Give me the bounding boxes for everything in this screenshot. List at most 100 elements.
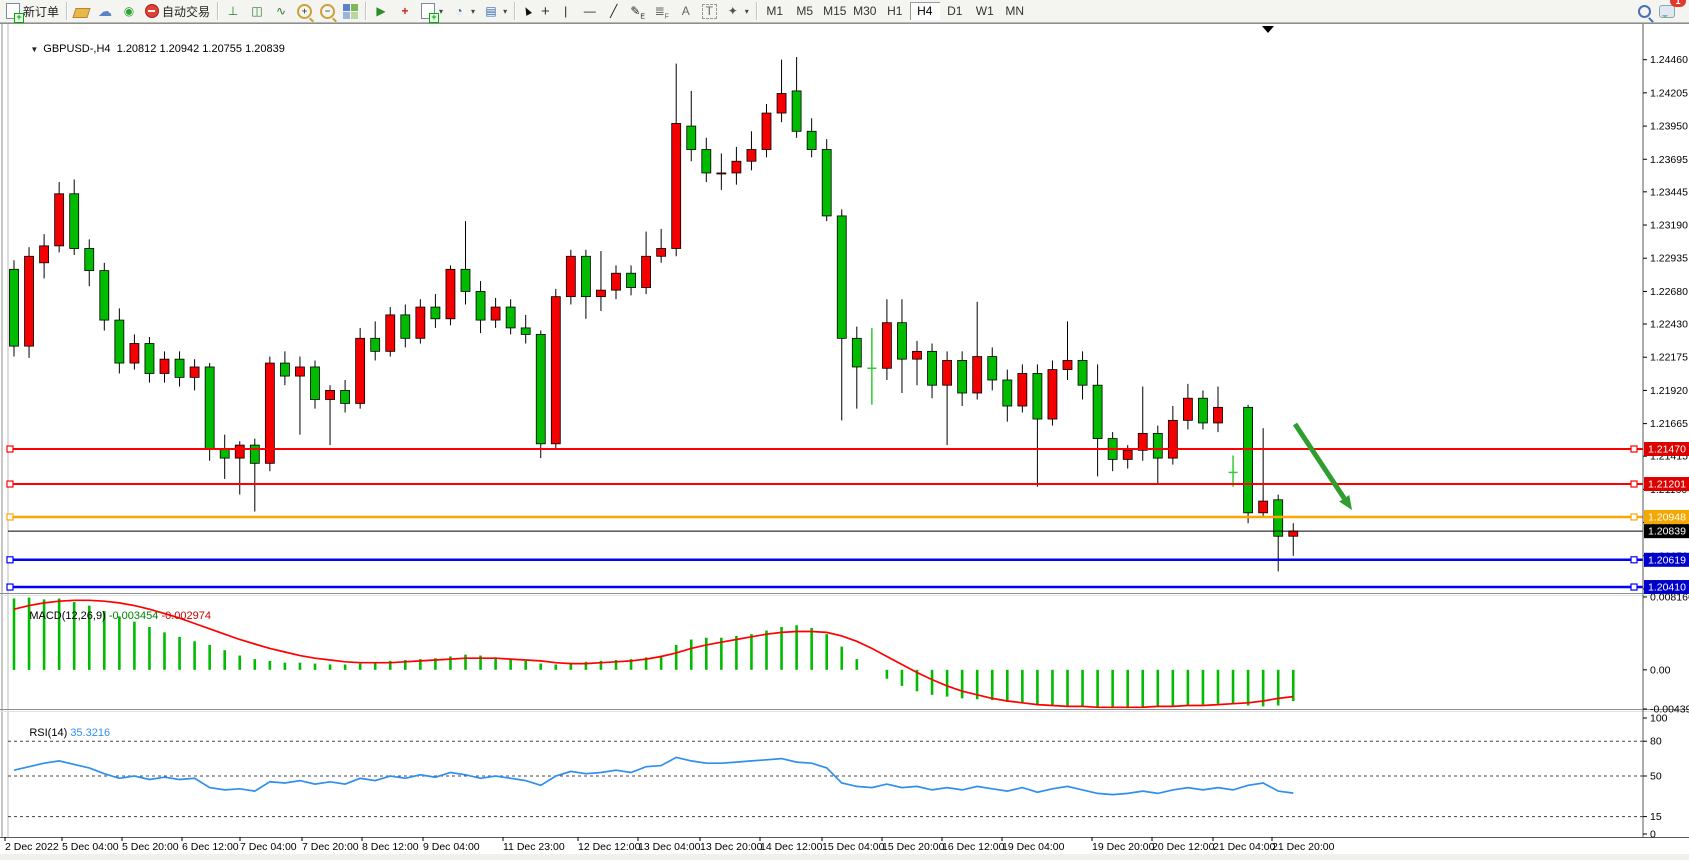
search-button[interactable] [1634, 1, 1655, 21]
chart-canvas[interactable]: 1.24460 1.24205 1.23950 1.23695 1.23445 1.231… [0, 24, 1689, 860]
notifications-button[interactable]: 1 [1655, 0, 1686, 21]
chart-forward-button[interactable]: ▶ [369, 1, 393, 21]
timeframe-m5-button[interactable]: M5 [796, 4, 814, 18]
time-tick-label: 5 Dec 20:00 [122, 841, 179, 853]
gold-button[interactable] [70, 1, 93, 21]
time-tick-label: 20 Dec 12:00 [1152, 841, 1215, 853]
candlestick-chart-icon: ◫ [251, 4, 263, 18]
arrow-annotation[interactable] [1292, 422, 1347, 500]
line-anchor-handle[interactable] [1630, 513, 1638, 521]
rsi-line [13, 756, 1294, 796]
timeframe-m30-button[interactable]: M30 [853, 4, 877, 18]
timeframe-h1-button[interactable]: H1 [887, 4, 903, 18]
candle-chart-mode-button[interactable]: ◫ [245, 1, 269, 21]
candle-body [114, 319, 125, 364]
candle-body [204, 366, 215, 450]
indicators-dropdown[interactable]: ▾ [417, 1, 447, 23]
candle-body [400, 314, 411, 339]
time-tick-label: 15 Dec 20:00 [882, 841, 945, 853]
line-chart-mode-button[interactable]: ∿ [269, 1, 293, 21]
shapes-dropdown[interactable]: ✦ ▾ [721, 1, 753, 21]
timeframe-group: M1 M5 M15 M30 H1 H4 D1 W1 MN [760, 2, 1030, 20]
candle-body [1032, 373, 1043, 420]
line-anchor-handle[interactable] [6, 480, 14, 488]
indicators-icon [421, 3, 440, 23]
auto-trading-button[interactable]: 自动交易 [141, 1, 214, 21]
trendline-tool-button[interactable]: ╱ [602, 1, 626, 21]
candle-body [1077, 360, 1088, 386]
line-anchor-handle[interactable] [1630, 445, 1638, 453]
candle-body [39, 245, 49, 264]
fibonacci-tool-button[interactable]: ≣F [650, 1, 674, 21]
line-anchor-handle[interactable] [1630, 583, 1638, 591]
line-anchor-handle[interactable] [6, 513, 14, 521]
chart-add-button[interactable]: + [393, 1, 417, 21]
label-tool-button[interactable]: T [698, 1, 721, 21]
cursor-tool-button[interactable]: ▲ [518, 1, 537, 21]
timeframe-h4-button[interactable]: H4 [909, 2, 940, 20]
candle-body [54, 193, 65, 247]
one-click-trading-toggle-icon[interactable]: ▼ [30, 45, 39, 54]
templates-dropdown[interactable]: ▤ ▾ [479, 1, 511, 21]
zoom-out-button[interactable]: − [316, 1, 339, 21]
market-depth-button[interactable]: ☁ [93, 1, 117, 21]
window-bottom-strip [0, 854, 1689, 860]
candle-body [1047, 369, 1058, 420]
tile-windows-icon [343, 3, 359, 19]
candle-body [611, 272, 621, 291]
timeframe-mn-button[interactable]: MN [1005, 4, 1025, 18]
arrow-head [1339, 495, 1352, 510]
crosshair-tool-button[interactable]: + [537, 1, 554, 21]
periods-dropdown[interactable]: ◔ ▾ [447, 1, 479, 21]
candle-body [69, 193, 80, 249]
channel-tool-button[interactable]: ✎E [626, 1, 650, 21]
tile-windows-button[interactable] [339, 1, 362, 21]
candle-body [1002, 379, 1013, 407]
candle-body [219, 448, 230, 459]
line-anchor-handle[interactable] [6, 556, 14, 564]
fibonacci-icon: ≣F [654, 4, 669, 21]
gold-bar-icon [72, 8, 91, 18]
price-tick-label: 1.22680 [1650, 286, 1688, 298]
line-anchor-handle[interactable] [1630, 480, 1638, 488]
candle-body [565, 255, 576, 298]
horizontal-line-tool-button[interactable]: — [578, 1, 602, 21]
chevron-down-icon: ▾ [471, 6, 476, 16]
timeframe-w1-button[interactable]: W1 [975, 4, 994, 18]
text-tool-button[interactable]: A [674, 1, 698, 21]
candle-body [385, 314, 396, 352]
line-anchor-handle[interactable] [1630, 556, 1638, 564]
text-label-icon: T [701, 3, 717, 19]
signal-button[interactable]: ◉ [117, 1, 141, 21]
zoom-in-icon: + [297, 3, 313, 19]
chart-shift-marker-icon[interactable] [1262, 26, 1274, 33]
timeframe-d1-button[interactable]: D1 [947, 4, 963, 18]
shapes-icon: ✦ [727, 4, 738, 18]
price-tick-label: 1.23190 [1650, 220, 1688, 232]
chevron-down-icon: ▾ [744, 6, 749, 16]
zoom-out-icon: − [320, 3, 336, 19]
timeframe-m1-button[interactable]: M1 [766, 4, 784, 18]
toolbar: 新订单 ☁ ◉ 自动交易 ⊥ ◫ ∿ + − ▶ + ▾ ◔▾ ▤▾ ▲ + | [0, 0, 1689, 23]
line-anchor-handle[interactable] [6, 445, 14, 453]
zoom-in-button[interactable]: + [293, 1, 316, 21]
time-tick-label: 16 Dec 12:00 [942, 841, 1005, 853]
chevron-down-icon: ▾ [439, 6, 444, 16]
candle-body [1183, 397, 1193, 421]
candle-body [189, 366, 200, 378]
vertical-line-tool-button[interactable]: | [554, 1, 578, 21]
candle-body [656, 248, 667, 257]
timeframe-m15-button[interactable]: M15 [823, 4, 847, 18]
bar-chart-mode-button[interactable]: ⊥ [221, 1, 245, 21]
candle-body [851, 337, 862, 368]
line-chart-icon: ∿ [276, 4, 287, 18]
candles-group [9, 57, 1299, 572]
line-anchor-handle[interactable] [6, 583, 14, 591]
candle-body [129, 343, 140, 364]
candle-body [581, 255, 591, 298]
price-tick-label: 1.21920 [1650, 385, 1688, 397]
macd-signal-line [13, 599, 1294, 709]
new-order-button[interactable]: 新订单 [2, 1, 63, 23]
candle-body [1288, 530, 1299, 537]
